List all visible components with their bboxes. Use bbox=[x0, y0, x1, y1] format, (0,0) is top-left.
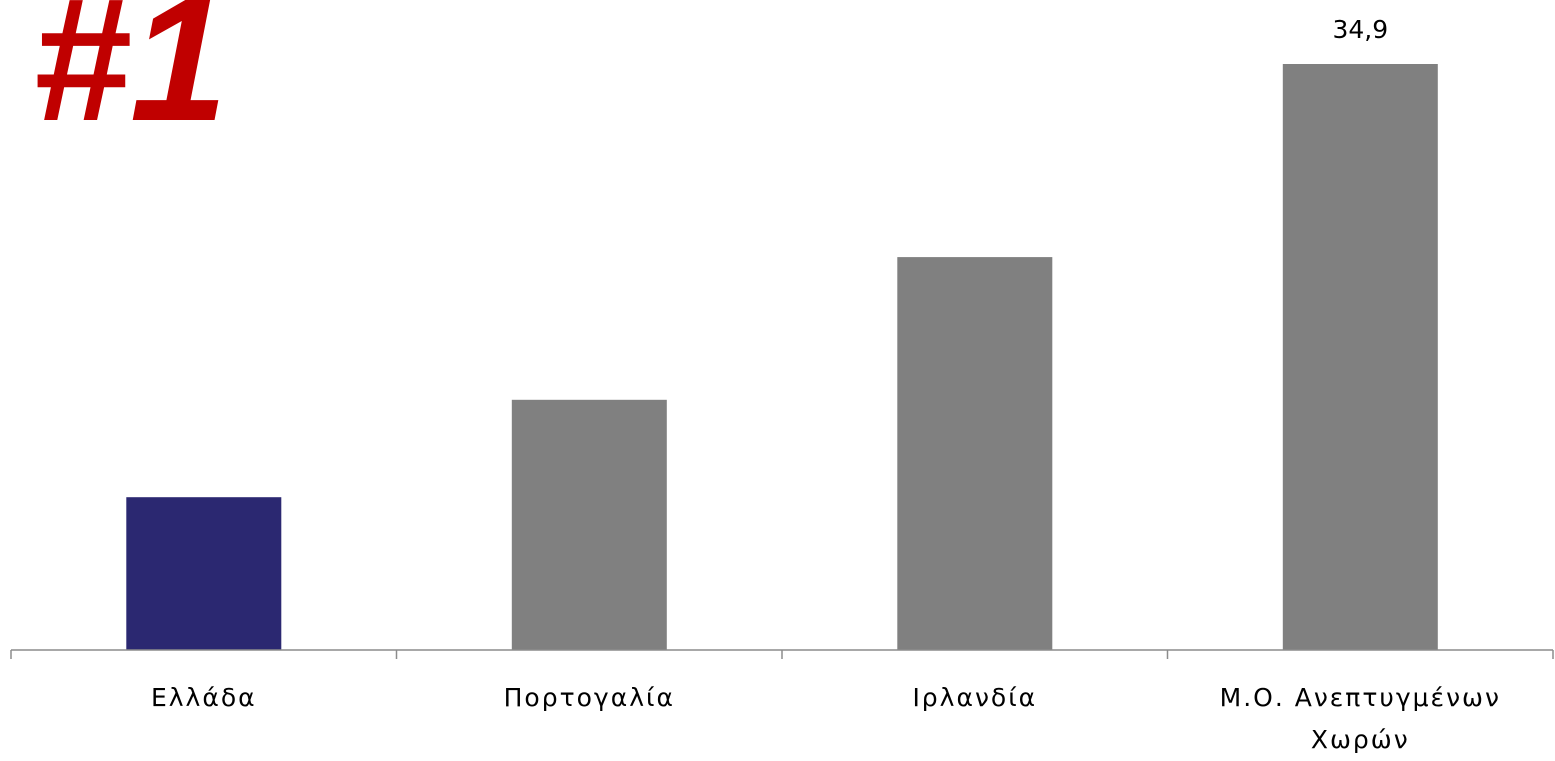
category-labels: Ελλάδα Πορτογαλία Ιρλανδία Μ.Ο. Ανεπτυγμένω… bbox=[151, 683, 1501, 754]
x-axis bbox=[10, 649, 1554, 659]
bar-2 bbox=[511, 399, 667, 650]
bar-3 bbox=[897, 257, 1053, 650]
category-label-4-line-1: Μ.Ο. Ανεπτυγμένων bbox=[1220, 683, 1501, 712]
category-label-2: Πορτογαλία bbox=[504, 683, 675, 712]
bar-4 bbox=[1282, 64, 1438, 650]
bar-1 bbox=[126, 497, 282, 650]
bars-group bbox=[126, 64, 1438, 650]
rank-badge: #1 bbox=[32, 0, 228, 158]
category-label-4-line-2: Χωρών bbox=[1311, 725, 1410, 754]
category-label-3: Ιρλανδία bbox=[912, 683, 1037, 712]
data-labels: 34,9 bbox=[1332, 15, 1388, 44]
category-label-1: Ελλάδα bbox=[151, 683, 257, 712]
data-label-4: 34,9 bbox=[1332, 15, 1388, 44]
